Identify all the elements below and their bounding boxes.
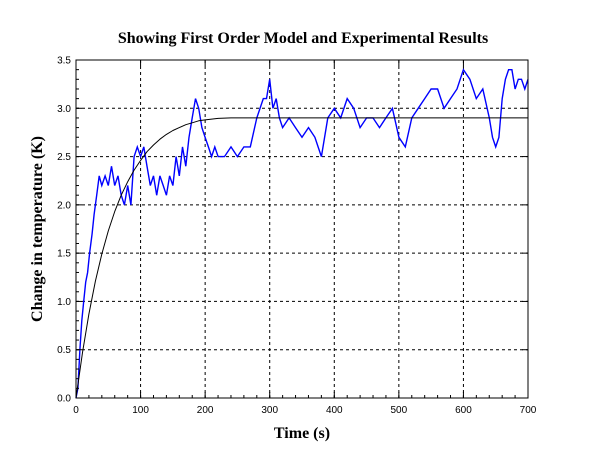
x-tick-label: 500 xyxy=(391,405,408,416)
y-tick-label: 0.5 xyxy=(57,345,71,356)
x-tick-label: 0 xyxy=(73,405,79,416)
y-tick-label: 3.0 xyxy=(57,104,71,115)
grid xyxy=(76,60,528,398)
series-layer xyxy=(75,68,529,399)
axis-ticks: 0 100 200 300 400 500 600 700 0.0 0.5 1.0 1.5 2.0 2.5… xyxy=(57,56,537,417)
x-tick-label: 600 xyxy=(455,405,472,416)
experimental-series-line xyxy=(75,68,529,399)
x-axis-label: Time (s) xyxy=(274,425,330,442)
x-tick-label: 200 xyxy=(197,405,214,416)
y-tick-label: 2.5 xyxy=(57,152,71,163)
y-tick-label: 0.0 xyxy=(57,394,71,405)
x-tick-label: 300 xyxy=(261,405,278,416)
x-tick-label: 100 xyxy=(132,405,149,416)
x-tick-label: 700 xyxy=(520,405,537,416)
x-tick-label: 400 xyxy=(326,405,343,416)
y-tick-label: 2.0 xyxy=(57,200,71,211)
model-series-line xyxy=(75,117,528,399)
y-tick-label: 1.5 xyxy=(57,249,71,260)
y-tick-label: 1.0 xyxy=(57,297,71,308)
y-tick-label: 3.5 xyxy=(57,56,71,67)
plot-frame xyxy=(75,59,529,399)
chart-title: Showing First Order Model and Experiment… xyxy=(117,30,489,47)
y-axis-label: Change in temperature (K) xyxy=(29,136,46,322)
